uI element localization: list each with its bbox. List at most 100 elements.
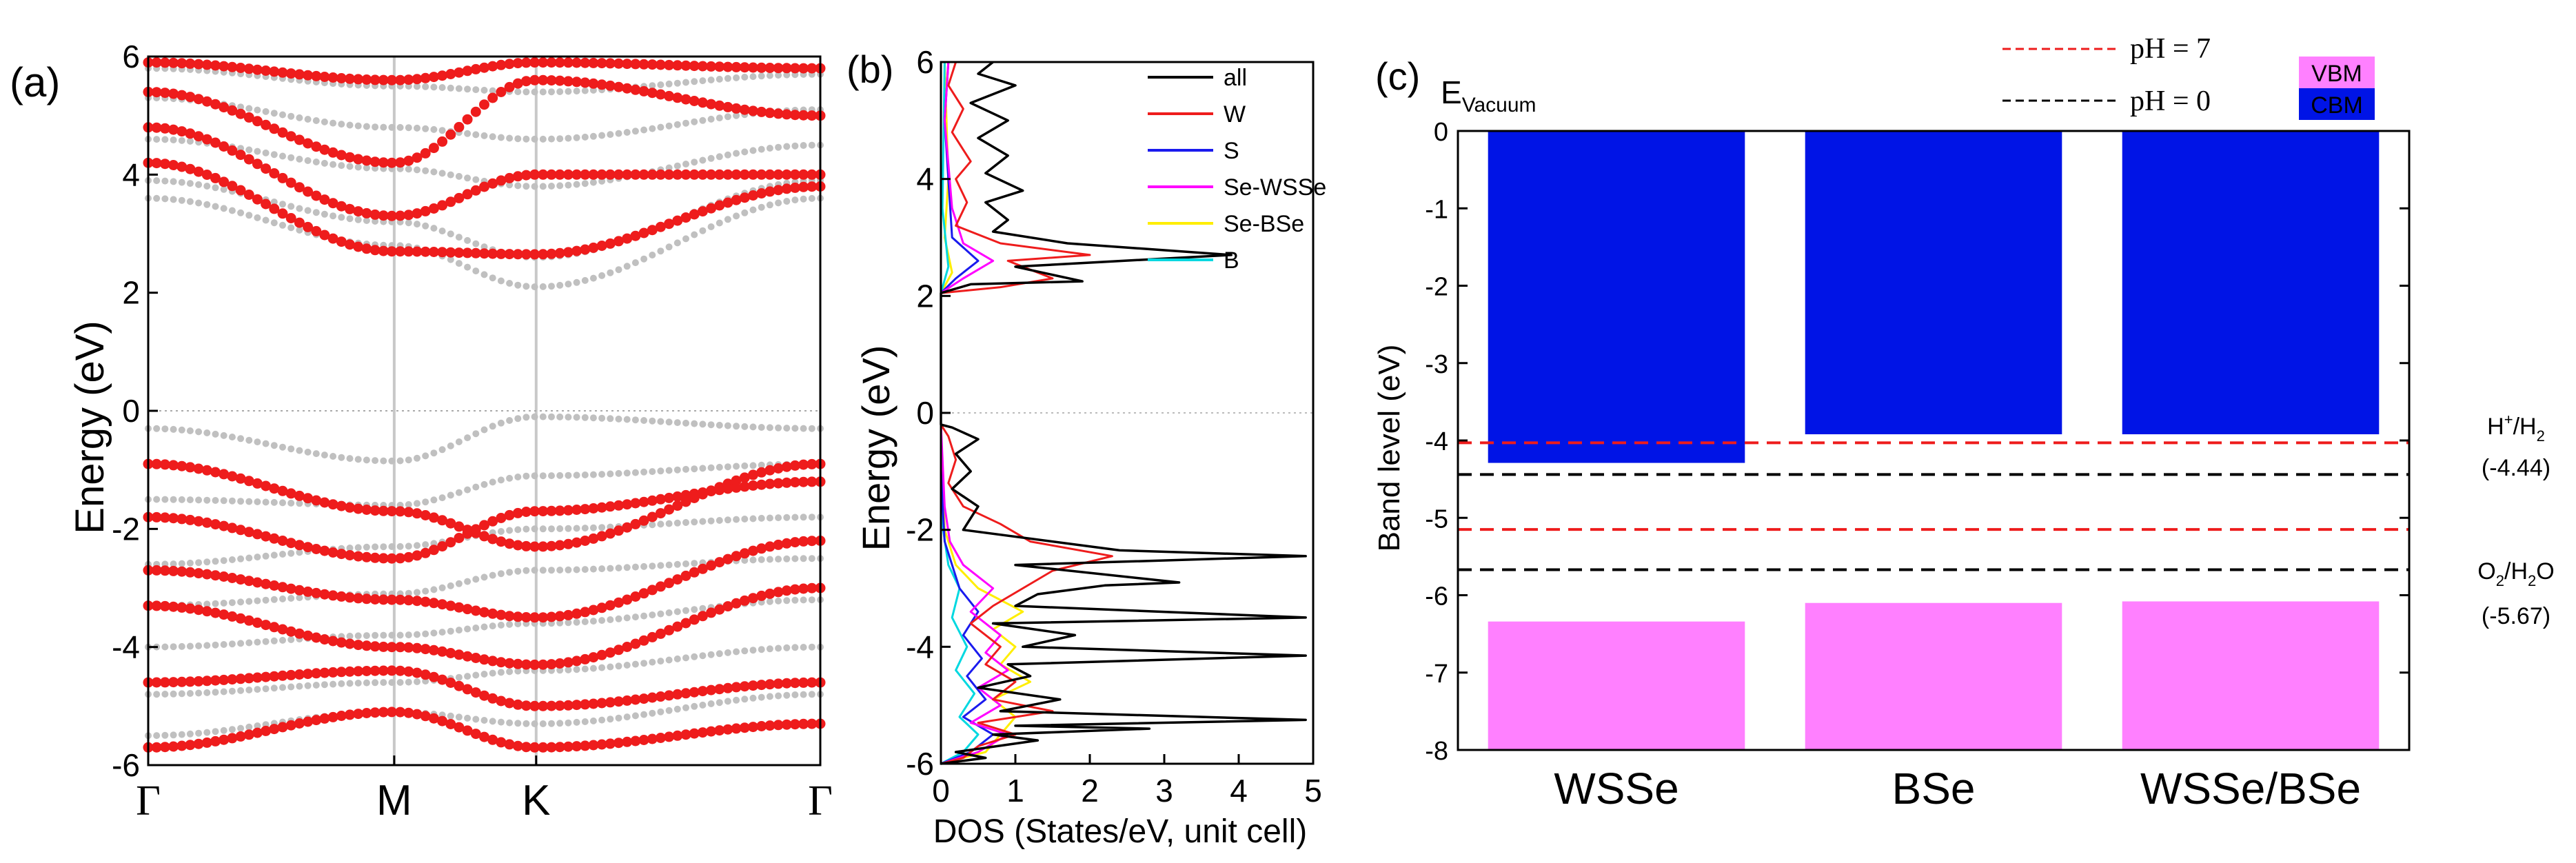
band-point [783, 514, 791, 521]
band-point [596, 531, 607, 542]
band-point [588, 503, 599, 514]
band-point [161, 496, 169, 503]
band-point [638, 635, 649, 646]
band-point [615, 615, 622, 622]
band-point [243, 190, 254, 200]
band-point [691, 78, 698, 85]
band-point [464, 85, 471, 93]
band-point [445, 196, 456, 207]
band-point [741, 423, 749, 430]
band-point [562, 700, 574, 711]
band-point [716, 699, 723, 707]
band-point [201, 59, 212, 70]
band-point [731, 61, 742, 72]
band-point [514, 667, 522, 675]
band-point [724, 151, 731, 159]
band-point [630, 59, 641, 70]
band-point [472, 576, 480, 583]
band-point [571, 77, 582, 88]
band-point [243, 154, 254, 165]
band-point [571, 169, 582, 180]
band-point [783, 597, 791, 605]
cbm-bar-bse [1805, 131, 2062, 435]
band-point [538, 74, 549, 85]
band-point [405, 631, 412, 639]
band-point [186, 180, 194, 187]
band-point [580, 169, 591, 180]
band-point [749, 647, 757, 654]
band-point [724, 113, 731, 121]
y-tick-label: -1 [1425, 195, 1448, 224]
band-point [261, 119, 272, 130]
band-point [212, 558, 219, 565]
band-point [789, 719, 800, 730]
band-point [396, 631, 404, 639]
band-point [185, 163, 196, 174]
band-point [235, 473, 246, 484]
band-point [254, 597, 261, 605]
band-point [262, 638, 270, 645]
band-point [212, 641, 219, 649]
band-point [631, 563, 639, 571]
band-point [270, 637, 278, 644]
band-point [588, 652, 599, 663]
band-point [529, 506, 540, 517]
band-point [361, 243, 372, 254]
y-tick-label: 0 [916, 395, 934, 431]
band-point [573, 525, 580, 532]
band-point [269, 123, 280, 134]
vbm-bar-wsse [1488, 621, 1745, 750]
band-point [353, 640, 364, 651]
band-point [548, 720, 555, 727]
legend-cbm-swatch [2299, 88, 2375, 120]
band-point [657, 247, 665, 255]
band-point [497, 570, 505, 578]
band-point [403, 507, 414, 518]
band-point [748, 545, 758, 556]
band-point [580, 244, 591, 255]
band-point [714, 200, 725, 211]
band-point [506, 620, 514, 628]
band-point [254, 148, 261, 155]
band-point [428, 143, 439, 154]
band-point [523, 567, 530, 574]
band-point [789, 63, 800, 74]
annotation-o2-h2o-value: (-5.67) [2482, 603, 2550, 629]
band-point [203, 558, 211, 566]
band-point [529, 612, 540, 623]
band-point [565, 414, 572, 421]
band-point [605, 501, 616, 512]
band-point [523, 183, 530, 190]
band-point [489, 478, 496, 486]
band-point [613, 169, 624, 180]
band-point [254, 214, 261, 221]
band-point [697, 727, 708, 738]
band-point [691, 606, 698, 613]
band-point [664, 731, 675, 742]
band-point [294, 628, 305, 639]
red-cb4 [143, 57, 826, 85]
band-point [296, 226, 303, 234]
band-point [649, 125, 656, 132]
band-point [269, 671, 280, 682]
band-point [420, 510, 431, 520]
band-point [304, 207, 312, 214]
band-point [649, 562, 656, 570]
band-point [714, 725, 725, 736]
band-point [185, 462, 196, 473]
band-point [227, 573, 238, 583]
band-point [682, 560, 689, 567]
band-point [243, 673, 254, 684]
band-point [210, 570, 221, 581]
band-point [277, 485, 288, 496]
band-point [420, 669, 431, 680]
band-point [285, 68, 296, 79]
band-point [277, 172, 288, 183]
band-point [647, 225, 658, 236]
panel-b-label: (b) [846, 48, 893, 91]
band-point [758, 461, 765, 469]
band-point [422, 452, 429, 460]
band-point [605, 169, 616, 180]
band-point [455, 489, 463, 496]
